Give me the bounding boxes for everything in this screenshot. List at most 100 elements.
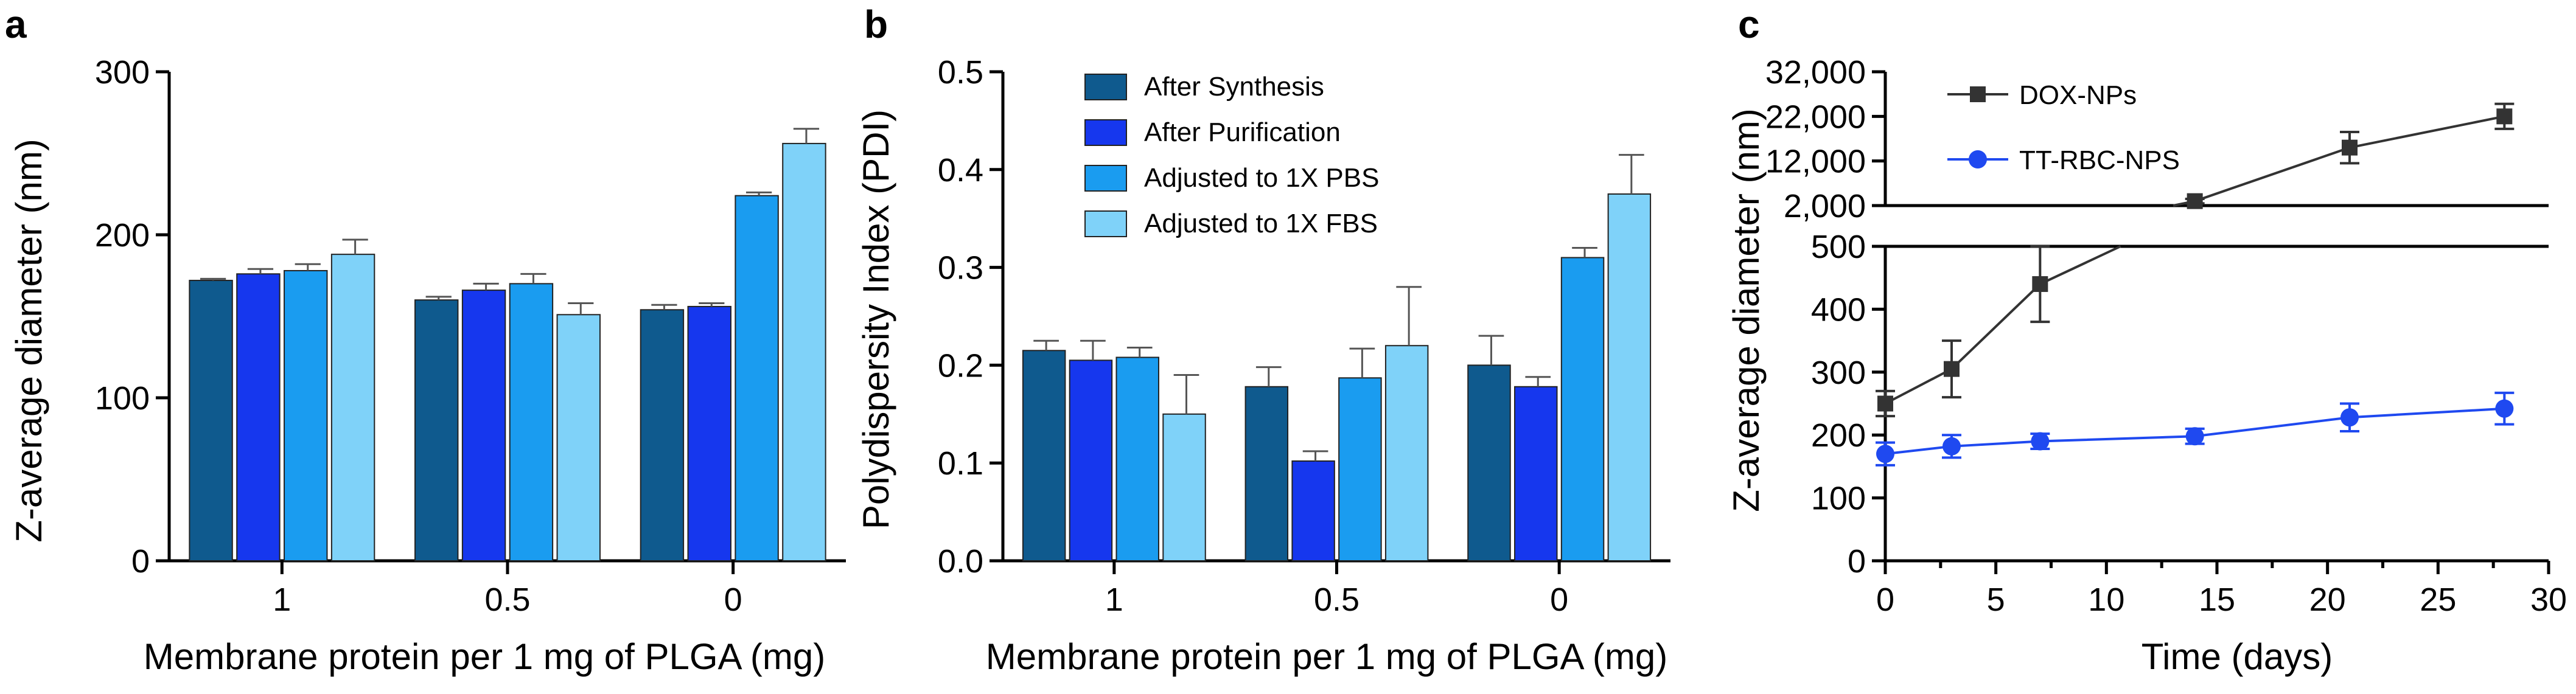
bar xyxy=(509,283,554,561)
panel-c-y-axis-title: Z-average diameter (nm) xyxy=(1726,108,1767,512)
x-tick-label: 25 xyxy=(2420,581,2456,618)
x-tick-label: 15 xyxy=(2199,581,2235,618)
legend-label: DOX-NPs xyxy=(2019,80,2137,110)
y-tick-label: 2,000 xyxy=(1784,188,1866,224)
y-tick-label: 32,000 xyxy=(1765,54,1866,91)
data-point-circle xyxy=(1876,445,1894,463)
data-point-circle xyxy=(2340,408,2359,427)
x-tick-label: 10 xyxy=(2088,581,2124,618)
panel-a-x-axis-title: Membrane protein per 1 mg of PLGA (mg) xyxy=(144,636,826,677)
y-tick-label: 0.3 xyxy=(938,250,983,286)
data-point-circle xyxy=(2185,427,2204,446)
bar xyxy=(284,269,328,561)
bar xyxy=(1384,345,1429,561)
y-tick-label: 500 xyxy=(1811,229,1866,265)
data-point-circle xyxy=(2495,399,2514,418)
data-point-square xyxy=(2496,108,2513,125)
bar xyxy=(1069,359,1113,561)
series-dox-nps xyxy=(1876,102,2515,418)
x-tick-label: 0.5 xyxy=(1314,581,1360,618)
legend-label: After Purification xyxy=(1144,117,1341,147)
panel-a-y-axis-title: Z-average diameter (nm) xyxy=(9,139,49,543)
series-line xyxy=(1885,115,2505,405)
panel-a: a Z-average diameter (nm) Membrane prote… xyxy=(5,2,846,677)
bar xyxy=(687,305,731,561)
panel-c-letter: c xyxy=(1738,2,1760,46)
panel-b-bars xyxy=(1022,154,1652,562)
bar xyxy=(640,309,685,561)
bar xyxy=(330,254,375,561)
panel-c: c Z-average diameter (nm) Time (days) 0 1… xyxy=(1726,2,2567,677)
bar xyxy=(189,280,233,561)
x-tick-label: 0 xyxy=(1876,581,1894,618)
panel-c-axes: 0 100 200 300 400 500 2,000 12,000 22,000 32,000 0… xyxy=(1765,54,2567,618)
bar xyxy=(1607,193,1652,561)
x-tick-label: 1 xyxy=(1105,581,1123,618)
legend-swatch xyxy=(1084,165,1127,192)
data-point-square xyxy=(1877,395,1893,412)
bar xyxy=(414,299,459,561)
data-point-circle xyxy=(1942,437,1961,456)
y-tick-label: 400 xyxy=(1811,291,1866,328)
panel-c-legend: DOX-NPs TT-RBC-NPS xyxy=(1947,80,2180,175)
y-tick-label: 0.4 xyxy=(938,152,983,189)
panel-b-x-axis-title: Membrane protein per 1 mg of PLGA (mg) xyxy=(986,636,1668,677)
legend-marker-circle xyxy=(1969,150,1987,168)
x-tick-label: 0 xyxy=(1550,581,1568,618)
bar xyxy=(556,314,601,561)
legend-label: After Synthesis xyxy=(1144,72,1324,102)
bar xyxy=(1291,460,1335,562)
x-tick-label: 5 xyxy=(1987,581,2005,618)
panel-b: b Polydispersity Index (PDI) Membrane pr… xyxy=(856,2,1670,677)
y-tick-label: 300 xyxy=(1811,355,1866,391)
legend-swatch xyxy=(1084,119,1127,146)
x-tick-label: 0 xyxy=(724,581,742,618)
panel-c-x-axis-title: Time (days) xyxy=(2141,636,2333,677)
x-tick-label: 1 xyxy=(273,581,291,618)
panel-a-axes: 0 100 200 300 1 0.5 0 xyxy=(95,54,846,618)
legend-swatch xyxy=(1084,210,1127,237)
y-tick-label: 200 xyxy=(1811,417,1866,454)
bar xyxy=(735,195,779,561)
data-point-square xyxy=(2342,139,2358,156)
data-point-square xyxy=(2032,276,2048,293)
y-tick-label: 100 xyxy=(1811,481,1866,517)
data-point-circle xyxy=(2031,432,2050,451)
bar xyxy=(1115,356,1159,561)
y-tick-label: 0.0 xyxy=(938,543,983,580)
panel-b-axes: 0.0 0.1 0.2 0.3 0.4 0.5 1 0.5 0 xyxy=(938,54,1670,618)
bar xyxy=(236,273,281,561)
y-tick-label: 0 xyxy=(1848,543,1866,580)
panel-a-letter: a xyxy=(5,2,27,46)
legend-label: Adjusted to 1X PBS xyxy=(1144,163,1379,193)
panel-b-letter: b xyxy=(864,2,888,46)
y-tick-label: 0.5 xyxy=(938,54,983,91)
bar xyxy=(1162,413,1206,561)
bar xyxy=(1560,257,1605,561)
panel-b-y-axis-title: Polydispersity Index (PDI) xyxy=(856,109,896,529)
bar xyxy=(461,290,506,561)
panel-b-legend: After Synthesis After Purification Adjuste… xyxy=(1084,72,1379,238)
legend-label: Adjusted to 1X FBS xyxy=(1144,209,1378,238)
y-tick-label: 100 xyxy=(95,380,150,417)
series-line xyxy=(1885,407,2505,456)
bar xyxy=(782,142,826,562)
bar xyxy=(1338,377,1382,562)
bar xyxy=(1467,364,1511,562)
panel-c-lines xyxy=(1876,102,2515,467)
bar xyxy=(1244,386,1289,561)
y-tick-label: 200 xyxy=(95,217,150,254)
bar xyxy=(1514,386,1558,561)
panel-a-bars xyxy=(189,128,826,562)
x-tick-label: 0.5 xyxy=(484,581,530,618)
legend-swatch xyxy=(1084,74,1127,100)
legend-marker-square xyxy=(1970,86,1986,102)
y-tick-label: 0 xyxy=(131,543,150,580)
data-point-square xyxy=(1944,361,1960,377)
data-point-square xyxy=(2187,193,2203,209)
y-tick-label: 0.1 xyxy=(938,445,983,482)
bar xyxy=(1022,350,1066,562)
x-tick-label: 20 xyxy=(2309,581,2346,618)
y-tick-label: 12,000 xyxy=(1765,144,1866,180)
